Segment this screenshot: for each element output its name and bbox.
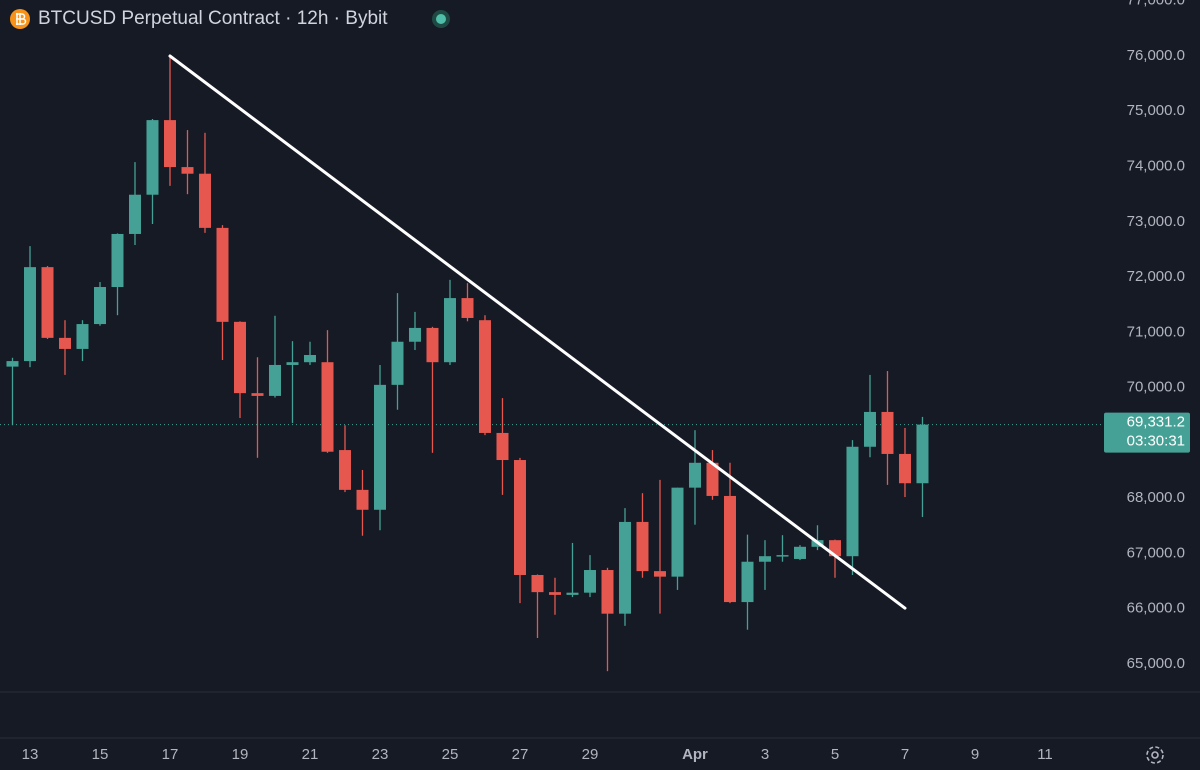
x-tick-label: 11 — [1037, 746, 1053, 763]
candle-body — [76, 324, 89, 349]
y-tick-label: 72,000.0 — [1127, 268, 1185, 285]
candle-body — [671, 487, 684, 577]
x-tick-label: 7 — [901, 746, 909, 763]
candles — [6, 55, 929, 672]
candle-body — [163, 120, 176, 168]
candle-body — [286, 362, 299, 365]
candle-body — [898, 453, 911, 484]
candle-body — [496, 432, 509, 461]
candle-body — [303, 355, 316, 363]
y-tick-label: 66,000.0 — [1127, 600, 1185, 617]
candle-body — [513, 460, 526, 575]
candle-body — [863, 411, 876, 447]
candle-body — [6, 361, 19, 367]
x-tick-label: Apr — [682, 746, 708, 763]
candle-body — [461, 298, 474, 318]
candle-body — [776, 555, 789, 557]
x-tick-label: 13 — [22, 746, 39, 763]
y-tick-label: 74,000.0 — [1127, 158, 1185, 175]
y-tick-label: 70,000.0 — [1127, 379, 1185, 396]
candle-body — [58, 337, 71, 349]
candle-body — [566, 592, 579, 595]
x-tick-label: 19 — [232, 746, 249, 763]
x-tick-label: 21 — [302, 746, 319, 763]
status-dot — [436, 14, 446, 24]
candle-body — [846, 446, 859, 557]
candle-body — [23, 267, 36, 362]
y-tick-label: 76,000.0 — [1127, 47, 1185, 64]
trend-line — [168, 54, 907, 610]
settings-icon[interactable] — [1146, 746, 1164, 764]
candle-body — [916, 424, 929, 484]
candle-body — [706, 462, 719, 496]
candle-body — [41, 267, 54, 338]
candle-body — [653, 571, 666, 577]
candle-body — [128, 194, 141, 234]
candle-body — [793, 546, 806, 559]
candle-body — [251, 393, 264, 396]
candle-body — [391, 341, 404, 385]
x-tick-label: 25 — [442, 746, 459, 763]
countdown-label: 03:30:31 — [1127, 433, 1185, 450]
candle-body — [443, 298, 456, 363]
candle-body — [146, 120, 159, 195]
y-tick-label: 77,000.0 — [1127, 0, 1185, 9]
chart-title: BTCUSD Perpetual Contract · 12h · Bybit — [38, 8, 388, 29]
x-tick-label: 5 — [831, 746, 839, 763]
candle-body — [881, 411, 894, 454]
candle-body — [198, 173, 211, 228]
y-tick-label: 73,000.0 — [1127, 213, 1185, 230]
candle-body — [478, 320, 491, 433]
candle-body — [723, 495, 736, 603]
y-tick-label: 71,000.0 — [1127, 323, 1185, 340]
candle-body — [373, 384, 386, 510]
x-tick-label: 3 — [761, 746, 769, 763]
x-tick-label: 23 — [372, 746, 389, 763]
gear-outer — [1146, 746, 1164, 764]
candle-body — [601, 570, 614, 614]
candle-body — [531, 574, 544, 593]
candle-body — [741, 561, 754, 603]
candle-body — [181, 167, 194, 174]
candle-body — [111, 233, 124, 288]
x-tick-label: 29 — [582, 746, 599, 763]
candle-body — [338, 450, 351, 490]
y-tick-label: 68,000.0 — [1127, 489, 1185, 506]
candle-body — [93, 287, 106, 325]
gear-inner — [1151, 751, 1159, 759]
candle-body — [583, 570, 596, 593]
candle-body — [688, 462, 701, 488]
candle-body — [636, 521, 649, 572]
x-tick-label: 9 — [971, 746, 979, 763]
candle-body — [356, 489, 369, 510]
candle-body — [758, 556, 771, 562]
candle-body — [426, 327, 439, 363]
candle-body — [216, 227, 229, 322]
x-tick-label: 27 — [512, 746, 529, 763]
candle-body — [268, 364, 281, 396]
coin-glyph — [16, 13, 27, 25]
x-tick-label: 15 — [92, 746, 109, 763]
y-tick-label: 67,000.0 — [1127, 544, 1185, 561]
x-tick-label: 17 — [162, 746, 179, 763]
last-price-box — [1104, 412, 1190, 453]
candle-body — [548, 592, 561, 595]
last-price-label: 69,331.2 — [1127, 414, 1185, 431]
y-tick-label: 75,000.0 — [1127, 102, 1185, 119]
y-tick-label: 65,000.0 — [1127, 655, 1185, 672]
candle-body — [618, 521, 631, 614]
candle-body — [408, 327, 421, 342]
candle-body — [233, 321, 246, 394]
candle-body — [321, 362, 334, 452]
